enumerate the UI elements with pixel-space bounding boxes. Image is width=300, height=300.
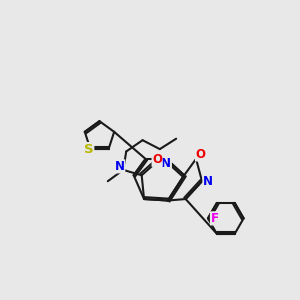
Text: O: O: [152, 153, 162, 166]
Text: S: S: [84, 142, 94, 156]
Text: F: F: [211, 212, 218, 225]
Text: N: N: [161, 157, 171, 170]
Text: N: N: [203, 175, 213, 188]
Text: O: O: [196, 148, 206, 161]
Text: N: N: [115, 160, 125, 173]
